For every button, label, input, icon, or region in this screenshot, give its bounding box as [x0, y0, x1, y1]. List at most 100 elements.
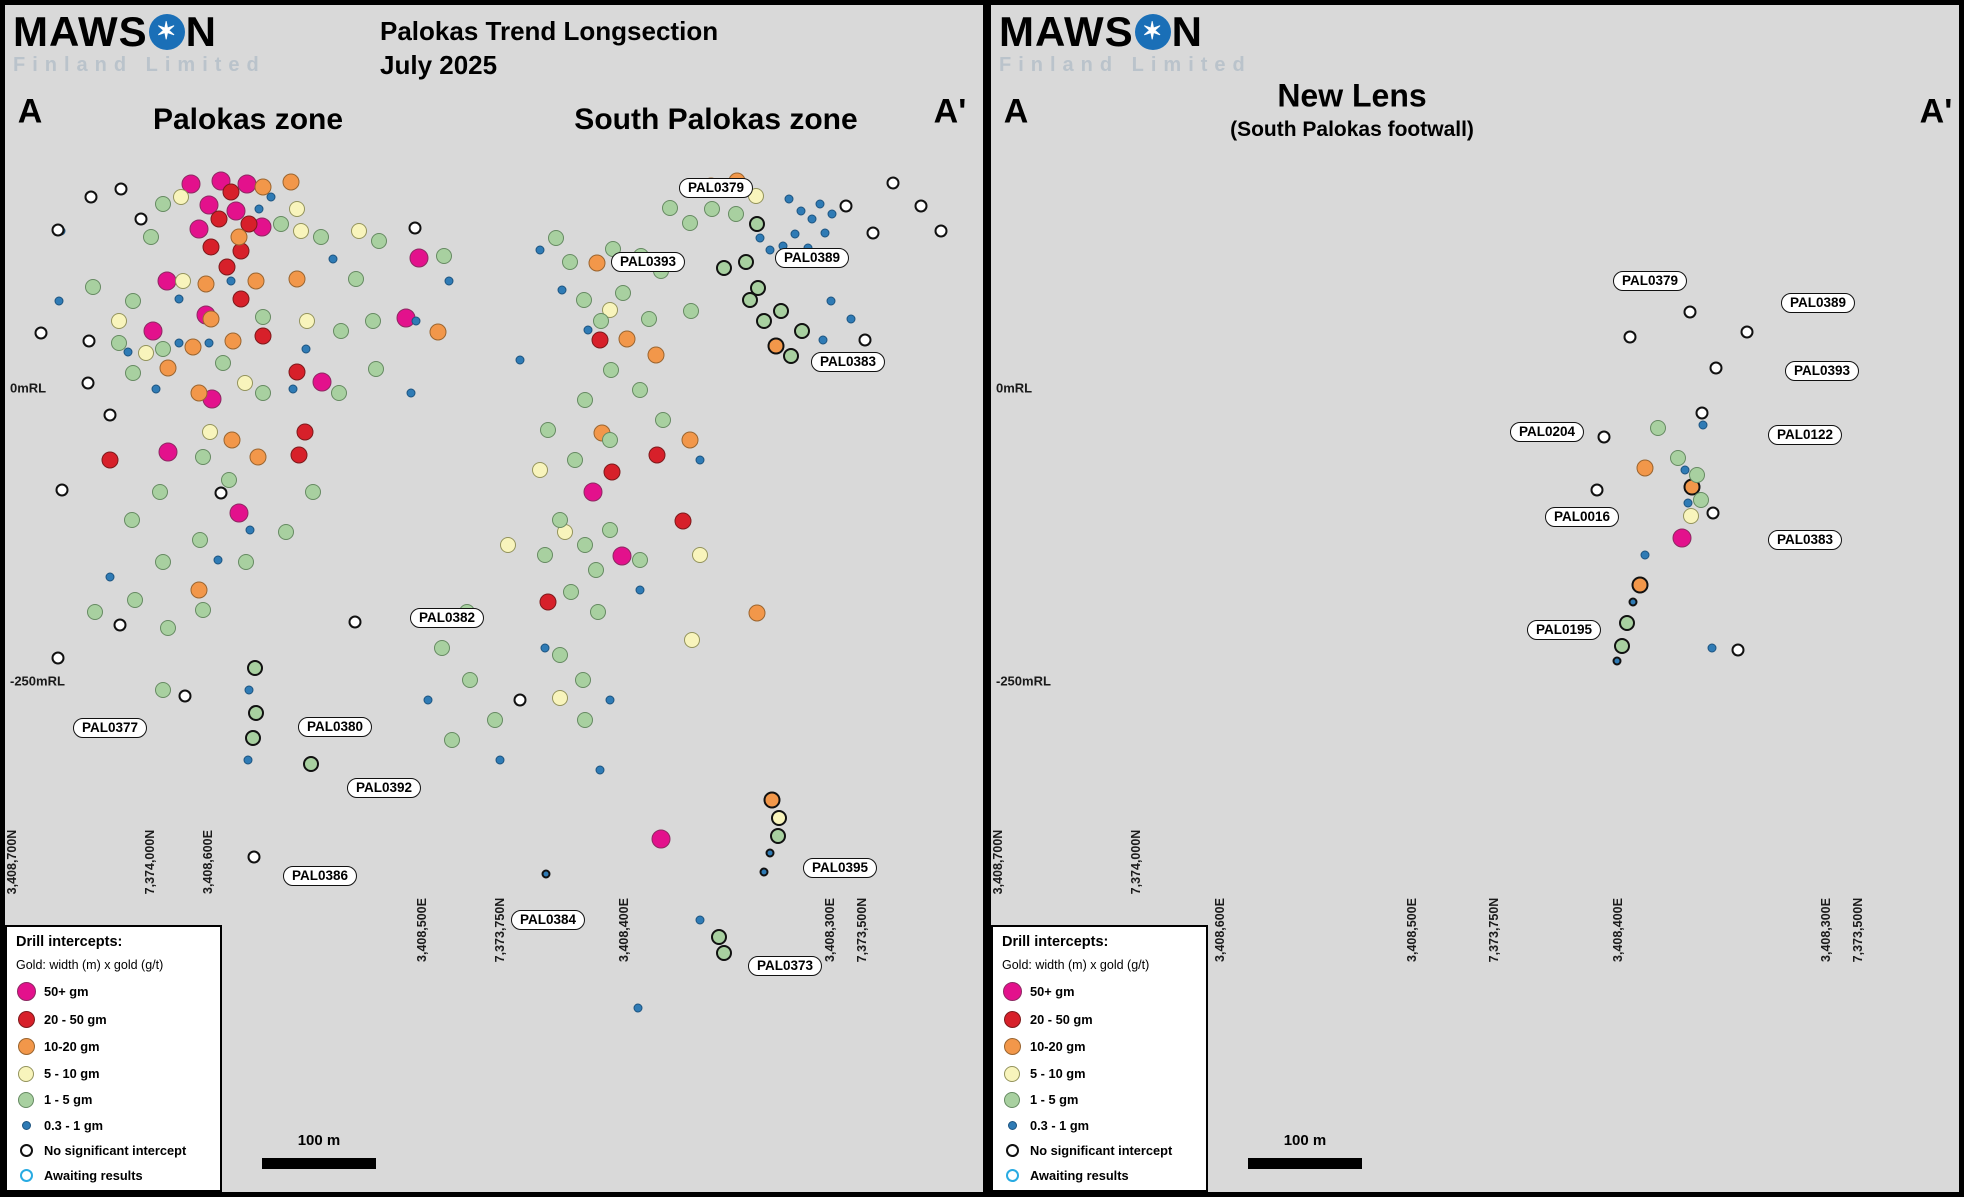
intercept-dot-b: [1707, 643, 1717, 653]
intercept-dot-b: [765, 245, 775, 255]
intercept-dot-w: [934, 224, 948, 238]
intercept-dot-b: [765, 848, 775, 858]
intercept-dot-b: [301, 344, 311, 354]
legend-subtitle: Gold: width (m) x gold (g/t): [16, 958, 164, 973]
intercept-dot-g: [155, 341, 171, 357]
intercept-dot-g: [221, 472, 237, 488]
compass-star-icon: ✶: [1134, 14, 1171, 50]
intercept-dot-g: [577, 537, 593, 553]
intercept-dot-o: [197, 275, 215, 293]
intercept-dot-b: [755, 233, 765, 243]
legend-entry-label: 50+ gm: [44, 984, 89, 1000]
hole-label: PAL0393: [610, 252, 686, 272]
intercept-dot-b: [790, 229, 800, 239]
intercept-dot-w: [113, 618, 127, 632]
intercept-dot-m: [312, 372, 332, 392]
legend-entry: 5 - 10 gm: [1002, 1065, 1197, 1082]
legend-entry: 1 - 5 gm: [16, 1091, 211, 1108]
intercept-dot-g: [716, 945, 732, 961]
intercept-dot-b: [815, 199, 825, 209]
intercept-dot-y: [552, 690, 568, 706]
intercept-dot-b: [695, 455, 705, 465]
intercept-dot-w: [178, 689, 192, 703]
intercept-dot-w: [247, 850, 261, 864]
intercept-dot-o: [588, 254, 606, 272]
grid-coordinate-label: 3,408,400E: [617, 898, 631, 962]
intercept-dot-g: [1619, 615, 1635, 631]
intercept-dot-r: [222, 183, 240, 201]
intercept-dot-w: [1706, 506, 1720, 520]
legend-entry-label: 5 - 10 gm: [1030, 1066, 1086, 1082]
legend-swatch-o: [17, 1038, 35, 1056]
intercept-dot-m: [229, 503, 249, 523]
hole-label: PAL0393: [1784, 361, 1860, 381]
intercept-dot-m: [226, 201, 246, 221]
legend-entry-label: 20 - 50 gm: [1030, 1012, 1093, 1028]
legend-swatch-b: [1007, 1120, 1017, 1130]
compass-star-icon: ✶: [148, 14, 185, 50]
legend-entry: 5 - 10 gm: [16, 1065, 211, 1082]
intercept-dot-o: [202, 310, 220, 328]
intercept-dot-g: [155, 196, 171, 212]
intercept-dot-g: [273, 216, 289, 232]
intercept-dot-g: [682, 215, 698, 231]
intercept-dot-g: [278, 524, 294, 540]
intercept-dot-g: [602, 432, 618, 448]
intercept-dot-w: [1740, 325, 1754, 339]
grid-coordinate-label: 7,373,750N: [493, 897, 507, 963]
intercept-dot-o: [159, 359, 177, 377]
legend-entry: Awaiting results: [1002, 1168, 1197, 1183]
intercept-dot-y: [202, 424, 218, 440]
intercept-dot-g: [552, 647, 568, 663]
legend-swatch-wrap: [1002, 1038, 1022, 1056]
intercept-dot-r: [232, 290, 250, 308]
intercept-dot-w: [82, 334, 96, 348]
intercept-dot-o: [1636, 459, 1654, 477]
grid-coordinate-label: 7,373,750N: [1487, 897, 1501, 963]
intercept-dot-o: [767, 337, 785, 355]
intercept-dot-g: [577, 712, 593, 728]
intercept-dot-b: [1612, 656, 1622, 666]
intercept-dot-w: [1695, 406, 1709, 420]
intercept-dot-g: [313, 229, 329, 245]
intercept-dot-g: [662, 200, 678, 216]
intercept-dot-w: [51, 651, 65, 665]
scalebar-label: 100 m: [1283, 1132, 1327, 1149]
intercept-dot-w: [1683, 305, 1697, 319]
legend-swatch-m: [1002, 982, 1022, 1002]
intercept-dot-b: [411, 316, 421, 326]
legend-entry-label: 1 - 5 gm: [1030, 1092, 1079, 1108]
grid-coordinate-label: 3,408,700N: [991, 829, 1005, 895]
intercept-dot-b: [123, 347, 133, 357]
intercept-dot-o: [618, 330, 636, 348]
intercept-dot-g: [111, 335, 127, 351]
intercept-dot-g: [632, 382, 648, 398]
intercept-dot-b: [105, 572, 115, 582]
hole-label: PAL0373: [747, 956, 823, 976]
hole-label: PAL0383: [1767, 530, 1843, 550]
intercept-dot-r: [290, 446, 308, 464]
intercept-dot-o: [282, 173, 300, 191]
legend-box: Drill intercepts: Gold: width (m) x gold …: [5, 925, 222, 1192]
legend-entry: 50+ gm: [16, 982, 211, 1002]
legend-swatch-wrap: [1002, 1168, 1022, 1182]
grid-coordinate-label: 3,408,500E: [1405, 898, 1419, 962]
intercept-dot-o: [249, 448, 267, 466]
intercept-dot-w: [103, 408, 117, 422]
intercept-dot-b: [54, 296, 64, 306]
legend-entry-label: No significant intercept: [1030, 1142, 1173, 1158]
logo-text-pre: MAWS: [999, 8, 1134, 55]
intercept-dot-g: [365, 313, 381, 329]
intercept-dot-g: [575, 672, 591, 688]
logo-text-post: N: [185, 8, 217, 55]
hole-label: PAL0383: [810, 352, 886, 372]
intercept-dot-b: [818, 335, 828, 345]
hole-label: PAL0204: [1509, 422, 1585, 442]
intercept-dot-g: [303, 756, 319, 772]
intercept-dot-g: [593, 313, 609, 329]
intercept-dot-g: [248, 705, 264, 721]
intercept-dot-o: [748, 604, 766, 622]
intercept-dot-b: [226, 276, 236, 286]
intercept-dot-g: [255, 309, 271, 325]
intercept-dot-o: [681, 431, 699, 449]
